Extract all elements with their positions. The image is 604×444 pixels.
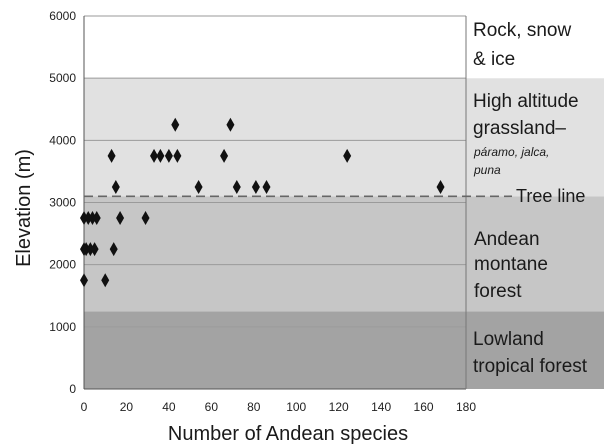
zone-label-rock-2: & ice <box>473 49 515 70</box>
data-point <box>150 148 159 163</box>
zone-label-high-4: puna <box>473 163 501 177</box>
data-point <box>92 211 101 226</box>
y-axis-label: Elevation (m) <box>13 149 35 267</box>
zone-label-montane-1: Andean <box>474 229 540 250</box>
data-point <box>251 179 260 194</box>
y-tick-label: 3000 <box>49 196 76 210</box>
data-point <box>343 148 352 163</box>
data-point <box>262 179 271 194</box>
x-tick-label: 180 <box>456 400 476 414</box>
zone-label-lowland-1: Lowland <box>473 329 544 350</box>
data-point <box>220 148 229 163</box>
data-point <box>84 211 93 226</box>
data-point <box>86 242 95 257</box>
data-point <box>164 148 173 163</box>
x-tick-label: 40 <box>162 400 176 414</box>
data-point <box>116 211 125 226</box>
data-point <box>232 179 241 194</box>
zone-band-3 <box>84 16 604 79</box>
x-tick-label: 100 <box>286 400 306 414</box>
x-axis-label: Number of Andean species <box>168 423 408 444</box>
x-tick-label: 80 <box>247 400 261 414</box>
data-point <box>107 148 116 163</box>
y-tick-label: 4000 <box>49 133 76 147</box>
zone-band-0 <box>84 311 604 389</box>
zone-band-2 <box>84 78 604 197</box>
zone-label-high-3: páramo, jalca, <box>473 145 549 159</box>
y-tick-label: 2000 <box>49 258 76 272</box>
x-tick-labels: 0 20 40 60 80 100 120 140 160 180 <box>81 400 477 414</box>
data-point <box>194 179 203 194</box>
y-tick-label: 5000 <box>49 71 76 85</box>
data-point <box>111 179 120 194</box>
x-tick-label: 160 <box>414 400 434 414</box>
zone-label-montane-3: forest <box>474 281 522 302</box>
data-point <box>171 117 180 132</box>
y-tick-label: 1000 <box>49 320 76 334</box>
x-tick-label: 0 <box>81 400 88 414</box>
zone-label-high-1: High altitude <box>473 91 579 112</box>
x-tick-label: 140 <box>371 400 391 414</box>
y-tick-labels: 0 1000 2000 3000 4000 5000 6000 <box>49 9 76 396</box>
data-point <box>173 148 182 163</box>
data-point <box>109 242 118 257</box>
data-point <box>88 211 97 226</box>
x-tick-label: 20 <box>120 400 134 414</box>
axes <box>83 16 467 390</box>
data-point <box>156 148 165 163</box>
x-tick-label: 120 <box>329 400 349 414</box>
data-point <box>436 179 445 194</box>
data-point <box>82 242 91 257</box>
gridlines <box>84 15 466 328</box>
tree-line-label: Tree line <box>516 186 585 206</box>
zone-label-rock-1: Rock, snow <box>473 20 571 41</box>
data-point <box>90 242 99 257</box>
elevation-zones <box>84 16 604 389</box>
data-point <box>226 117 235 132</box>
zone-label-lowland-2: tropical forest <box>473 356 588 377</box>
x-tick-label: 60 <box>205 400 219 414</box>
data-point <box>141 211 150 226</box>
zone-label-montane-2: montane <box>474 254 548 275</box>
zone-band-1 <box>84 196 604 312</box>
y-tick-label: 0 <box>69 382 76 396</box>
data-point <box>80 273 88 288</box>
data-point <box>80 211 88 226</box>
data-point <box>101 273 110 288</box>
data-points <box>80 117 445 288</box>
zone-label-high-2: grassland– <box>473 118 566 139</box>
y-tick-label: 6000 <box>49 9 76 23</box>
